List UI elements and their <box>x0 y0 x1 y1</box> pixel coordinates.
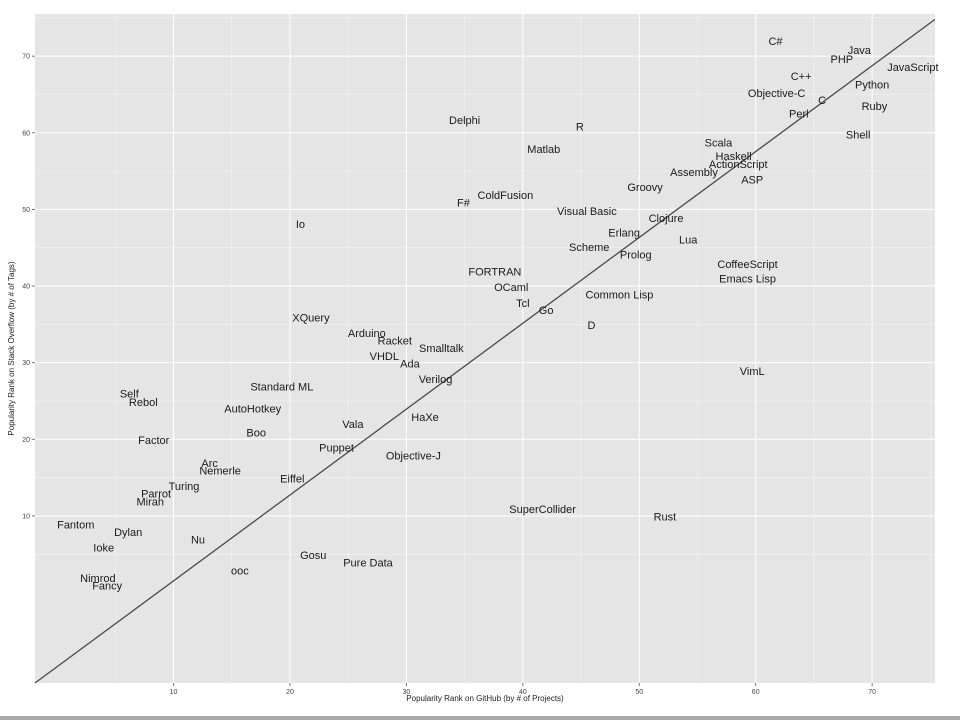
x-tick-label: 20 <box>286 689 294 696</box>
point-label: Ada <box>400 358 420 370</box>
minor-gridlines <box>35 14 935 683</box>
bottom-strip <box>0 716 960 720</box>
trend-line <box>34 18 936 684</box>
point-label: ooc <box>231 565 249 577</box>
point-label: Nu <box>191 535 205 547</box>
point-label: AutoHotkey <box>224 404 281 416</box>
point-label: Factor <box>138 435 170 447</box>
point-label: Mirah <box>137 496 165 508</box>
point-label: XQuery <box>292 312 330 324</box>
point-label: Eiffel <box>280 473 304 485</box>
point-label: Nimrod <box>80 573 115 585</box>
point-label: Turing <box>169 481 200 493</box>
point-label: Rust <box>654 512 677 524</box>
point-label: Objective-C <box>748 88 806 100</box>
point-label: D <box>588 320 596 332</box>
point-label: Java <box>848 45 872 57</box>
point-label: Go <box>539 305 554 317</box>
point-label: Scheme <box>569 242 609 254</box>
y-tick-label: 40 <box>22 284 30 291</box>
y-tick-label: 20 <box>22 437 30 444</box>
point-label: Parrot <box>141 489 171 501</box>
point-label: Fancy <box>92 581 122 593</box>
plot-panel <box>35 14 935 683</box>
point-label: Rebol <box>129 397 158 409</box>
point-label: OCaml <box>494 282 528 294</box>
point-label: Groovy <box>627 182 663 194</box>
y-axis-title: Popularity Rank on Stack Overflow (by # … <box>7 261 16 435</box>
point-label: Racket <box>378 335 412 347</box>
point-label: PHP <box>831 54 854 66</box>
point-label: R <box>576 122 584 134</box>
y-tick-label: 70 <box>22 54 30 61</box>
point-label: Clojure <box>649 213 684 225</box>
point-label: JavaScript <box>887 62 938 74</box>
y-axis-ticks: 10 20 30 40 50 60 70 <box>22 54 35 520</box>
point-label: ASP <box>741 175 763 187</box>
point-label: C# <box>768 36 783 48</box>
point-label: Shell <box>846 129 870 141</box>
x-axis-title: Popularity Rank on GitHub (by # of Proje… <box>406 694 564 703</box>
point-label: Python <box>855 80 889 92</box>
y-tick-label: 30 <box>22 360 30 367</box>
point-label: Lua <box>679 234 698 246</box>
point-label: Puppet <box>319 443 354 455</box>
point-label: Perl <box>789 109 809 121</box>
point-label: Fantom <box>57 519 94 531</box>
point-label: Boo <box>246 427 266 439</box>
x-tick-label: 40 <box>519 689 527 696</box>
point-label: Matlab <box>527 144 560 156</box>
point-label: CoffeeScript <box>717 259 777 271</box>
point-label: Visual Basic <box>557 206 617 218</box>
y-tick-label: 50 <box>22 207 30 214</box>
x-tick-label: 10 <box>170 689 178 696</box>
point-label: Dylan <box>114 527 142 539</box>
point-label: ActionScript <box>709 159 768 171</box>
point-label: FORTRAN <box>468 266 521 278</box>
point-label: Scala <box>705 138 733 150</box>
point-label: Haskell <box>716 151 752 163</box>
x-tick-label: 50 <box>635 689 643 696</box>
point-label: VHDL <box>370 351 399 363</box>
point-label: Assembly <box>670 167 718 179</box>
major-gridlines <box>35 14 935 683</box>
point-label: Standard ML <box>250 381 313 393</box>
x-tick-label: 60 <box>752 689 760 696</box>
point-label: Self <box>120 388 140 400</box>
point-label: F# <box>457 198 471 210</box>
point-label: Arduino <box>348 328 386 340</box>
point-label: SuperCollider <box>509 504 576 516</box>
point-label: Common Lisp <box>586 289 654 301</box>
point-label: Vala <box>342 419 364 431</box>
point-label: HaXe <box>411 412 439 424</box>
point-label: Ioke <box>93 542 114 554</box>
point-label: Arc <box>201 458 218 470</box>
x-tick-label: 30 <box>403 689 411 696</box>
point-label: Erlang <box>608 227 640 239</box>
point-label: Tcl <box>516 298 529 310</box>
point-label: Nemerle <box>199 466 241 478</box>
point-label: Ruby <box>862 101 888 113</box>
y-tick-label: 10 <box>22 513 30 520</box>
point-label: VimL <box>740 366 765 378</box>
point-label: C <box>818 95 826 107</box>
point-label: Pure Data <box>343 558 393 570</box>
point-label: ColdFusion <box>478 190 534 202</box>
point-label: Emacs Lisp <box>719 273 776 285</box>
point-label: Smalltalk <box>419 343 464 355</box>
x-axis-ticks: 10 20 30 40 50 60 70 <box>170 683 876 696</box>
point-label: Delphi <box>449 115 480 127</box>
point-label: Prolog <box>620 250 652 262</box>
point-label: C++ <box>791 71 812 83</box>
y-tick-label: 60 <box>22 130 30 137</box>
x-tick-label: 70 <box>868 689 876 696</box>
point-label: Io <box>296 219 305 231</box>
point-label: Objective-J <box>386 450 441 462</box>
point-label: Verilog <box>419 374 453 386</box>
point-label: Gosu <box>300 550 326 562</box>
